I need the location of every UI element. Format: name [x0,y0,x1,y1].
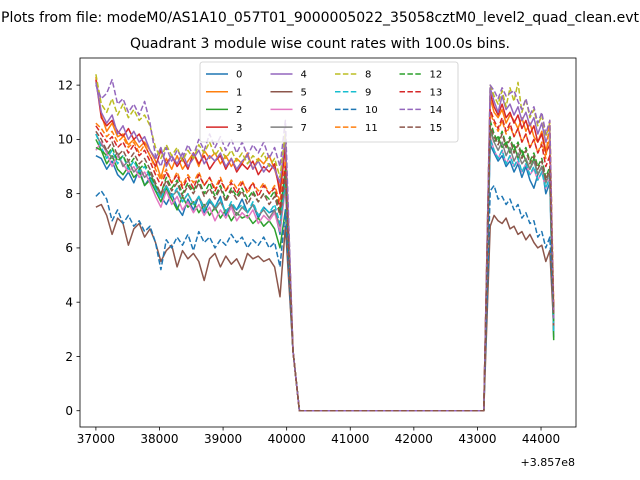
x-tick-label: 42000 [395,432,433,446]
plot-area [95,74,555,412]
x-tick-label: 43000 [458,432,496,446]
series-line-9 [95,133,555,412]
x-tick-label: 37000 [77,432,115,446]
series-line-8 [95,74,555,412]
legend-label-0: 0 [236,70,242,81]
x-tick-label: 41000 [331,432,369,446]
legend-label-5: 5 [301,87,307,98]
legend-label-15: 15 [430,123,443,134]
legend-label-12: 12 [430,70,443,81]
series-line-6 [95,135,555,412]
series-line-12 [95,119,555,412]
legend-label-1: 1 [236,87,242,98]
series-line-13 [95,108,555,412]
y-tick-label: 4 [65,295,73,309]
legend-label-3: 3 [236,123,242,134]
legend-label-8: 8 [365,70,371,81]
legend-box [199,61,459,143]
series-line-10 [95,184,555,412]
y-tick-label: 6 [65,241,73,255]
legend-label-11: 11 [365,123,378,134]
x-tick-label: 38000 [140,432,178,446]
x-tick-label: 39000 [204,432,242,446]
x-offset-label: +3.857e8 [521,456,575,469]
y-tick-label: 10 [58,133,73,147]
axes: 37000 38000 39000 40000 41000 42000 43000 44000… [58,57,577,446]
legend-label-14: 14 [430,105,443,116]
series-line-2 [95,127,555,412]
axes-frame [79,57,577,428]
legend-label-9: 9 [365,87,371,98]
x-tick-label: 44000 [522,432,560,446]
y-tick-label: 0 [65,404,73,418]
legend-label-6: 6 [301,105,307,116]
x-tick-label: 40000 [268,432,306,446]
series-line-14 [95,78,555,412]
legend-label-13: 13 [430,87,443,98]
legend-label-10: 10 [365,105,378,116]
legend-label-7: 7 [301,123,307,134]
y-tick-label: 2 [65,350,73,364]
series-line-5 [95,203,555,412]
legend-label-4: 4 [301,70,307,81]
y-tick-label: 12 [58,78,73,92]
chart-title: Quadrant 3 module wise count rates with … [130,36,510,52]
figure-suptitle: Plots from file: modeM0/AS1A10_057T01_90… [1,10,639,26]
series-line-15 [95,125,555,412]
y-tick-label: 8 [65,187,73,201]
legend-label-2: 2 [236,105,242,116]
